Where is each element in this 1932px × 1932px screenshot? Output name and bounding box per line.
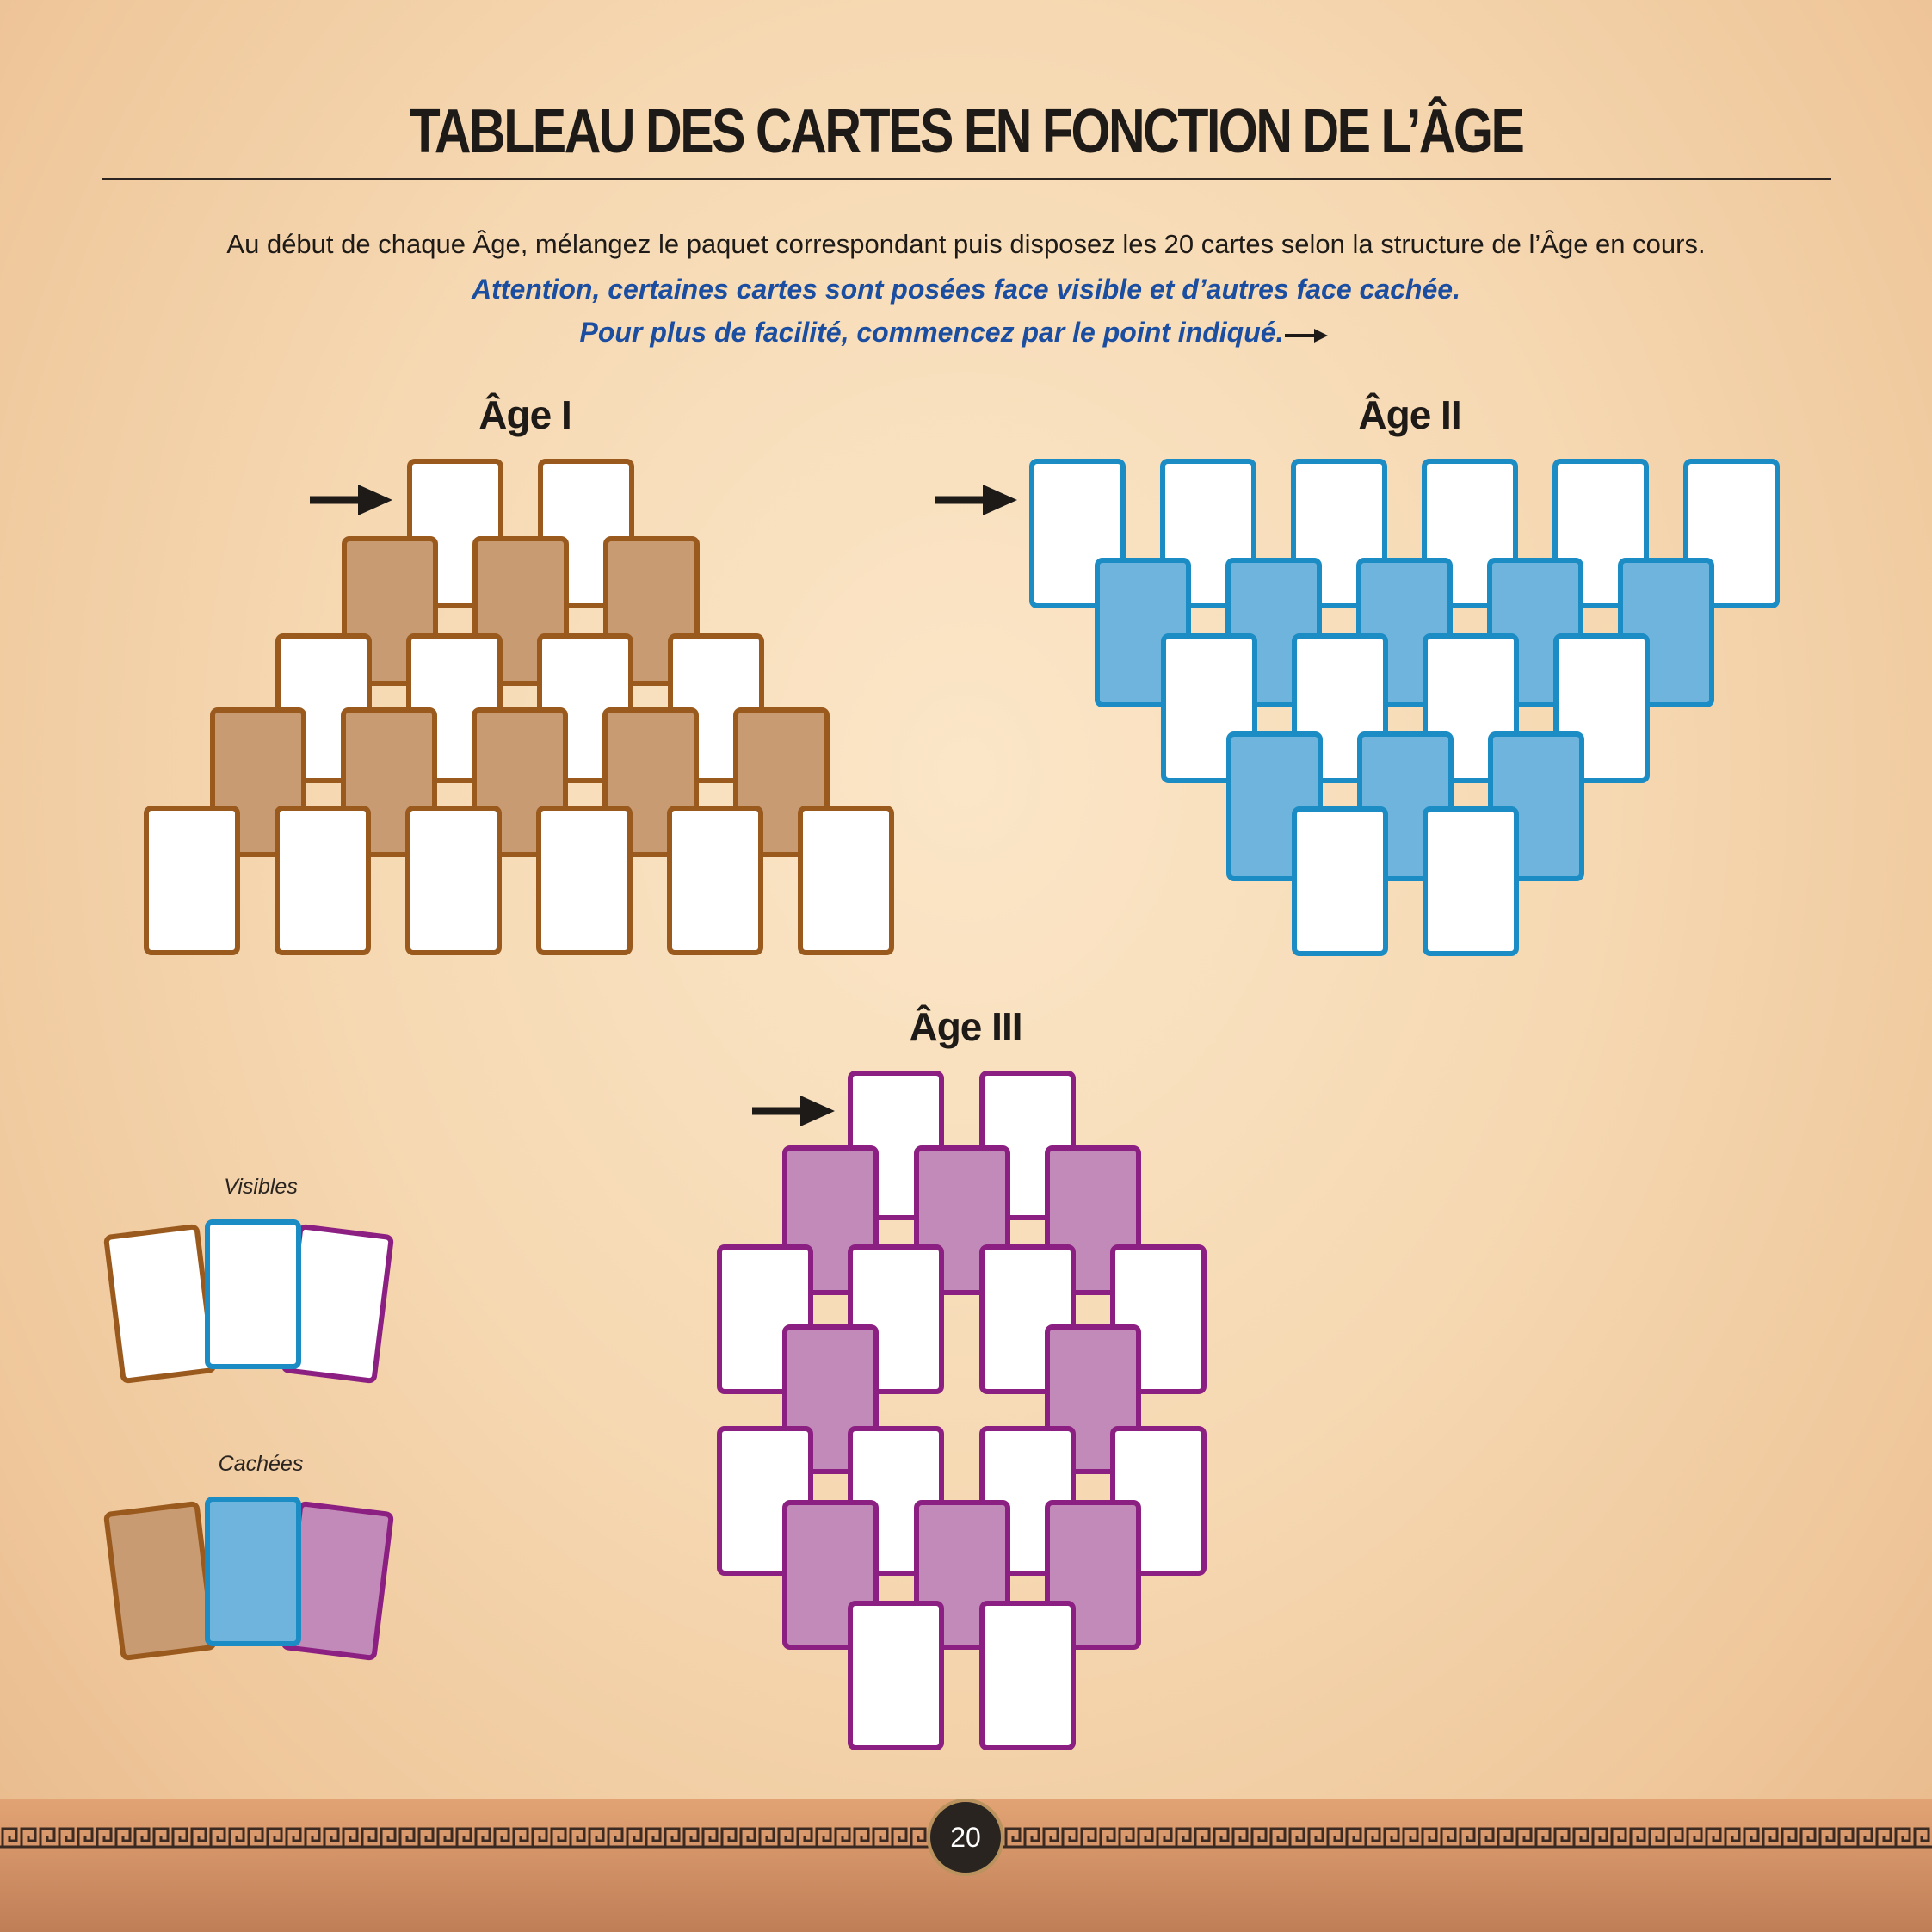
legend-visible-label: Visibles xyxy=(224,1175,298,1199)
age1-card-visible xyxy=(275,806,371,955)
age3-card-visible xyxy=(717,1244,813,1394)
page-title: TABLEAU DES CARTES EN FONCTION DE L’ÂGE xyxy=(409,97,1525,166)
age3-card-visible xyxy=(1110,1244,1207,1394)
page-number: 20 xyxy=(927,1799,1004,1876)
title-divider xyxy=(102,178,1831,180)
intro-text: Au début de chaque Âge, mélangez le paqu… xyxy=(226,229,1706,259)
age3-card-visible xyxy=(848,1601,944,1750)
start-arrow-icon xyxy=(752,1096,835,1126)
age2-card-visible xyxy=(1423,806,1519,956)
age2-card-visible xyxy=(1029,459,1126,608)
start-arrow-icon xyxy=(935,485,1017,515)
age1-card-visible xyxy=(798,806,894,955)
arrow-right-icon xyxy=(1285,329,1328,343)
age3-card-visible xyxy=(979,1244,1076,1394)
age-2-title: Âge II xyxy=(1358,392,1461,437)
legend-card-visible-age2 xyxy=(205,1219,301,1369)
legend-card-hidden-age1 xyxy=(102,1500,218,1662)
age-1-title: Âge I xyxy=(478,392,571,437)
age1-card-visible xyxy=(536,806,633,955)
age2-card-visible xyxy=(1292,806,1388,956)
legend-hidden-label: Cachées xyxy=(218,1452,304,1476)
legend-card-hidden-age2 xyxy=(205,1497,301,1646)
note-line-1: Attention, certaines cartes sont posées … xyxy=(472,274,1460,305)
legend-card-visible-age1 xyxy=(102,1223,218,1385)
age1-card-visible xyxy=(667,806,763,955)
note-line-2: Pour plus de facilité, commencez par le … xyxy=(579,317,1284,348)
age1-card-visible xyxy=(144,806,240,955)
age3-card-visible xyxy=(979,1601,1076,1750)
age1-card-visible xyxy=(405,806,502,955)
start-arrow-icon xyxy=(310,485,392,515)
age-3-title: Âge III xyxy=(909,1004,1022,1049)
